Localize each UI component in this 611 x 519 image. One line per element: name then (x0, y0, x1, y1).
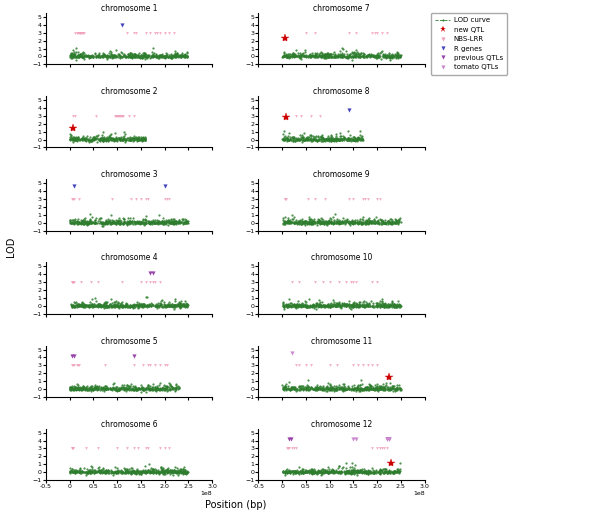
Text: Position (bp): Position (bp) (205, 500, 266, 510)
Text: 1e8: 1e8 (413, 491, 425, 496)
Title: chromosome 2: chromosome 2 (101, 87, 157, 96)
Title: chromosome 3: chromosome 3 (101, 170, 157, 179)
Legend: LOD curve, new QTL, NBS-LRR, R genes, previous QTLs, tomato QTLs: LOD curve, new QTL, NBS-LRR, R genes, pr… (431, 13, 507, 75)
Text: LOD: LOD (6, 236, 16, 257)
Title: chromosome 6: chromosome 6 (101, 420, 157, 429)
Title: chromosome 7: chromosome 7 (313, 4, 370, 13)
Title: chromosome 4: chromosome 4 (101, 253, 157, 262)
Title: chromosome 8: chromosome 8 (313, 87, 370, 96)
Title: chromosome 11: chromosome 11 (311, 336, 372, 346)
Title: chromosome 10: chromosome 10 (311, 253, 372, 262)
Title: chromosome 9: chromosome 9 (313, 170, 370, 179)
Title: chromosome 5: chromosome 5 (101, 336, 157, 346)
Title: chromosome 1: chromosome 1 (101, 4, 157, 13)
Title: chromosome 12: chromosome 12 (311, 420, 372, 429)
Text: 1e8: 1e8 (200, 491, 212, 496)
